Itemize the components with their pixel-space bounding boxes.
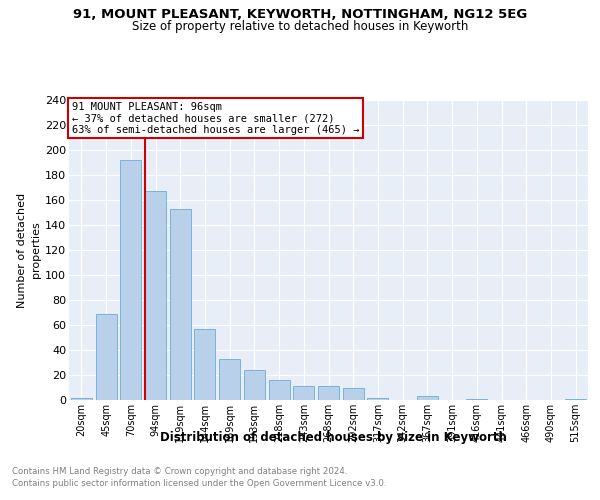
Bar	[417, 396, 438, 400]
Text: 91, MOUNT PLEASANT, KEYWORTH, NOTTINGHAM, NG12 5EG: 91, MOUNT PLEASANT, KEYWORTH, NOTTINGHAM…	[73, 8, 527, 20]
Bar	[120, 160, 141, 400]
Bar	[343, 388, 364, 400]
Bar	[71, 398, 92, 400]
Text: 91 MOUNT PLEASANT: 96sqm
← 37% of detached houses are smaller (272)
63% of semi-: 91 MOUNT PLEASANT: 96sqm ← 37% of detach…	[71, 102, 359, 134]
Bar	[194, 329, 215, 400]
Bar	[95, 314, 116, 400]
Bar	[219, 359, 240, 400]
Bar	[170, 209, 191, 400]
Bar	[244, 370, 265, 400]
Y-axis label: Number of detached
properties: Number of detached properties	[17, 192, 41, 308]
Text: Contains public sector information licensed under the Open Government Licence v3: Contains public sector information licen…	[12, 479, 386, 488]
Text: Size of property relative to detached houses in Keyworth: Size of property relative to detached ho…	[132, 20, 468, 33]
Bar	[466, 399, 487, 400]
Text: Contains HM Land Registry data © Crown copyright and database right 2024.: Contains HM Land Registry data © Crown c…	[12, 468, 347, 476]
Bar	[269, 380, 290, 400]
Bar	[318, 386, 339, 400]
Bar	[145, 191, 166, 400]
Bar	[565, 399, 586, 400]
Bar	[367, 398, 388, 400]
Bar	[293, 386, 314, 400]
Text: Distribution of detached houses by size in Keyworth: Distribution of detached houses by size …	[160, 431, 506, 444]
